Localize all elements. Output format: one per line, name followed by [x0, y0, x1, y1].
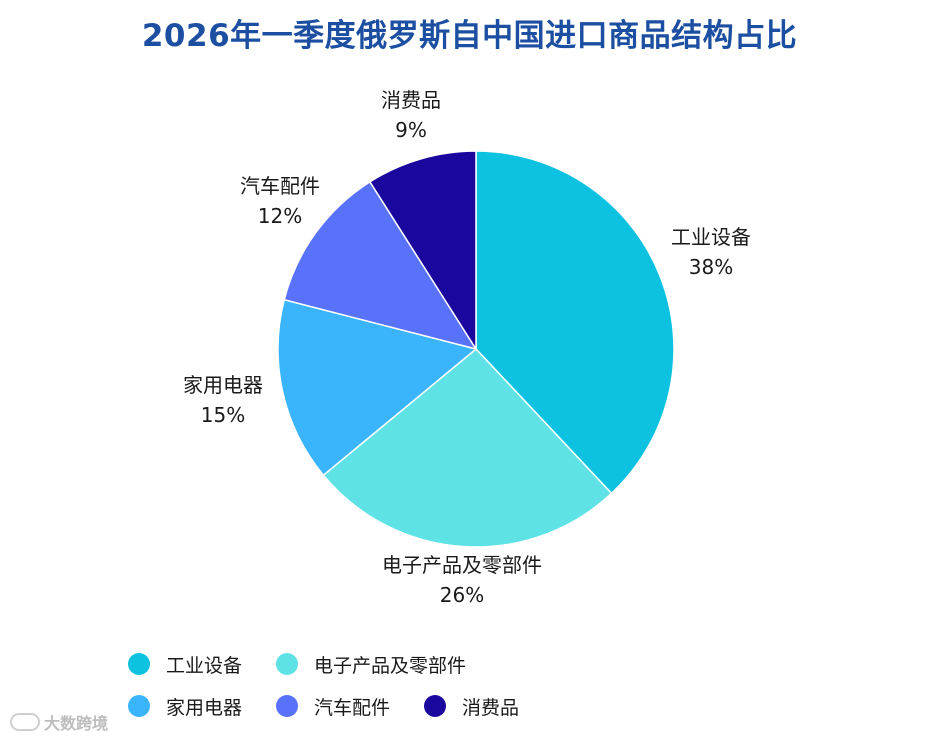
legend-label: 电子产品及零部件: [314, 654, 467, 677]
slice-name-label: 汽车配件: [240, 174, 320, 198]
legend-swatch: [276, 653, 298, 675]
slice-percent-label: 9%: [395, 118, 427, 142]
legend-swatch: [424, 695, 446, 717]
legend-label: 工业设备: [166, 654, 243, 677]
legend-swatch: [128, 695, 150, 717]
watermark-logo-icon: [10, 713, 40, 731]
legend-item-industrial-equipment: 工业设备: [128, 650, 276, 678]
slice-percent-label: 26%: [440, 583, 484, 607]
slice-name-label: 消费品: [381, 88, 441, 112]
slice-name-label: 工业设备: [671, 225, 751, 249]
slice-name-label: 家用电器: [183, 373, 263, 397]
watermark: 大数跨境: [10, 710, 108, 734]
slice-percent-label: 12%: [258, 204, 302, 228]
pie-slice-consumer-goods: [368, 150, 477, 352]
legend-item-electronics: 电子产品及零部件: [276, 650, 496, 678]
chart-title: 2026年一季度俄罗斯自中国进口商品结构占比: [141, 18, 798, 54]
legend: 工业设备 电子产品及零部件 家用电器 汽车配件 消费品: [128, 650, 648, 720]
pie-slice-industrial-equipment: [475, 150, 675, 495]
slice-percent-label: 38%: [689, 255, 733, 279]
slice-percent-label: 15%: [201, 403, 245, 427]
pie-slice-electronics: [322, 347, 613, 548]
legend-item-home-appliances: 家用电器: [128, 692, 276, 720]
pie-slice-auto-parts: [283, 180, 478, 351]
watermark-text: 大数跨境: [44, 714, 109, 733]
slice-name-label: 电子产品及零部件: [382, 553, 542, 577]
legend-item-auto-parts: 汽车配件: [276, 692, 424, 720]
legend-swatch: [276, 695, 298, 717]
legend-label: 汽车配件: [314, 696, 391, 719]
legend-label: 消费品: [462, 696, 520, 719]
pie-slice-home-appliances: [277, 298, 478, 477]
legend-label: 家用电器: [166, 696, 243, 719]
legend-item-consumer-goods: 消费品: [424, 692, 572, 720]
legend-swatch: [128, 653, 150, 675]
